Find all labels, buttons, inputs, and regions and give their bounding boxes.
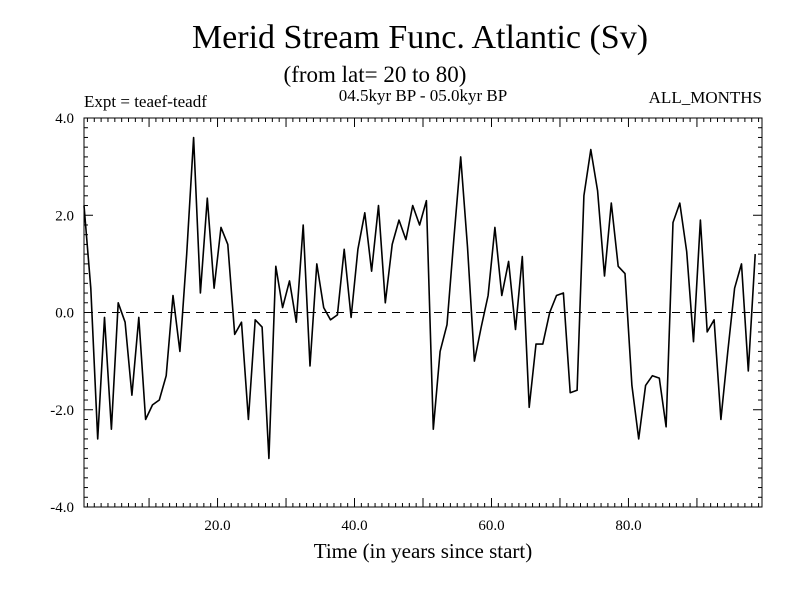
- y-tick-label: -4.0: [50, 500, 74, 516]
- x-tick-label: 60.0: [478, 518, 504, 534]
- y-tick-label: 4.0: [55, 111, 74, 127]
- y-axis: -4.0 -2.0 0.0 2.0 4.0: [50, 111, 762, 516]
- experiment-label: Expt = teaef-teadf: [84, 92, 207, 111]
- series-group: [83, 136, 756, 460]
- series-line: [83, 136, 756, 460]
- x-tick-label: 20.0: [204, 518, 230, 534]
- y-tick-label: 0.0: [55, 306, 74, 322]
- x-axis: 20.0 40.0 60.0 80.0: [86, 118, 760, 534]
- x-axis-label: Time (in years since start): [314, 539, 533, 563]
- y-tick-label: 2.0: [55, 208, 74, 224]
- x-tick-label: 80.0: [615, 518, 641, 534]
- months-label: ALL_MONTHS: [649, 88, 762, 107]
- x-tick-label: 40.0: [341, 518, 367, 534]
- chart-subtitle: (from lat= 20 to 80): [284, 62, 467, 87]
- chart-title: Merid Stream Func. Atlantic (Sv): [192, 19, 648, 56]
- period-label: 04.5kyr BP - 05.0kyr BP: [339, 86, 507, 105]
- y-tick-label: -2.0: [50, 403, 74, 419]
